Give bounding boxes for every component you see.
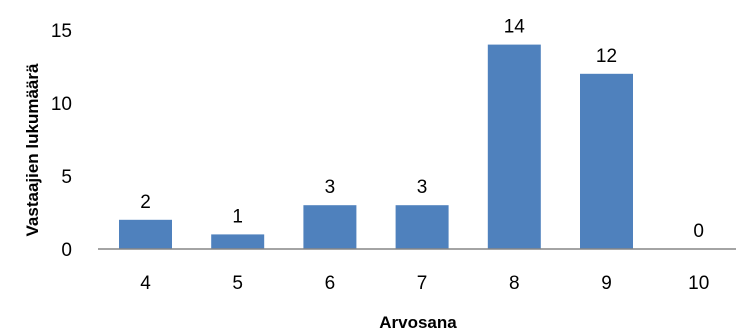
bar: [211, 234, 265, 249]
bar-data-label: 1: [232, 206, 243, 227]
x-tick-label: 8: [509, 273, 520, 294]
bar: [487, 44, 541, 249]
bar-data-label: 3: [417, 177, 428, 198]
bars: [119, 44, 633, 249]
x-tick-label: 5: [232, 273, 243, 294]
bar-data-label: 12: [596, 46, 617, 67]
x-axis-title: Arvosana: [379, 313, 457, 332]
y-tick-label: 5: [61, 167, 72, 188]
x-axis-ticks: 4 5 6 7 8 9 10: [140, 273, 709, 294]
y-axis-title: Vastaajien lukumäärä: [23, 63, 42, 236]
x-tick-label: 9: [601, 273, 612, 294]
bar-data-label: 0: [693, 221, 704, 242]
bar-data-label: 2: [140, 192, 151, 213]
bar: [580, 73, 633, 249]
bar: [119, 219, 172, 249]
y-axis-ticks: 0 5 10 15: [51, 21, 72, 261]
data-labels: 2 1 3 3 14 12 0: [140, 17, 704, 242]
x-tick-label: 7: [417, 273, 428, 294]
y-tick-label: 10: [51, 94, 72, 115]
bar-data-label: 14: [504, 17, 526, 38]
bar-data-label: 3: [325, 177, 336, 198]
x-tick-label: 6: [325, 273, 336, 294]
bar: [303, 205, 357, 249]
y-tick-label: 15: [51, 21, 72, 42]
y-tick-label: 0: [61, 240, 72, 261]
x-tick-label: 4: [140, 273, 151, 294]
bar: [395, 205, 449, 249]
x-tick-label: 10: [688, 273, 709, 294]
